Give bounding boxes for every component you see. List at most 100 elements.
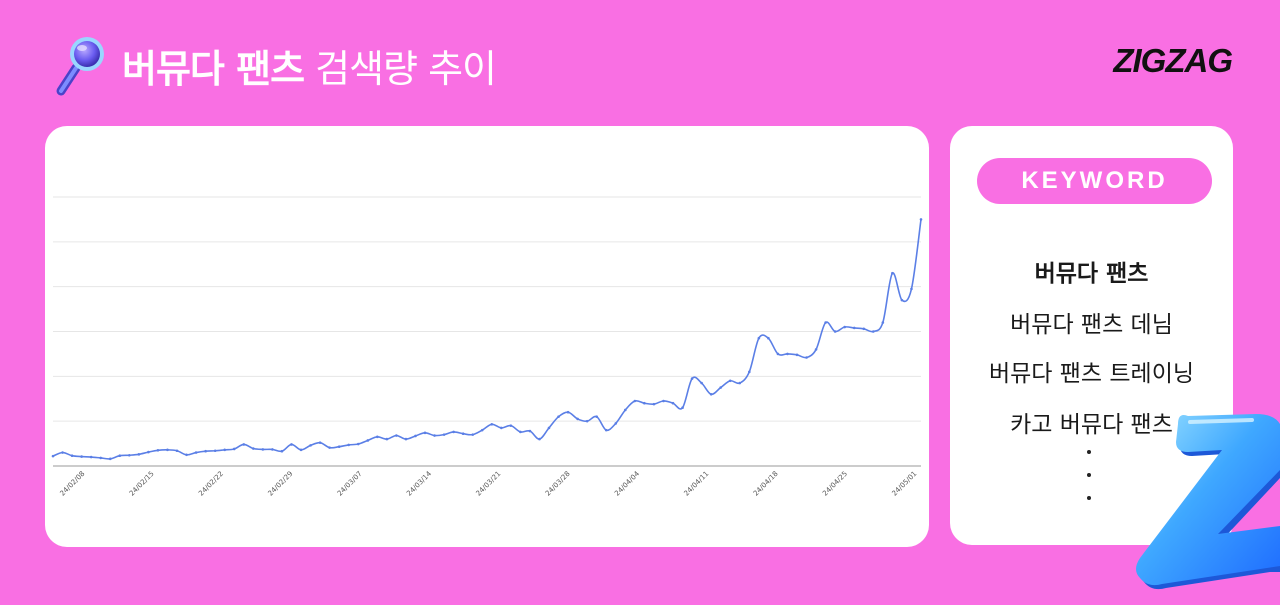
data-point xyxy=(624,408,627,412)
data-point xyxy=(528,429,532,433)
chart-card: 24/02/08 24/02/15 24/02/22 24/02/29 24/03/07… xyxy=(45,126,929,547)
data-point xyxy=(452,430,455,434)
data-point xyxy=(156,449,160,452)
x-tick-label: 24/04/11 xyxy=(683,470,711,498)
data-point xyxy=(891,271,894,275)
data-point xyxy=(872,330,875,333)
x-tick-label: 24/04/04 xyxy=(613,469,641,497)
data-point xyxy=(833,330,837,333)
data-point xyxy=(547,426,551,430)
x-tick-label: 24/02/29 xyxy=(267,470,295,498)
data-point xyxy=(671,401,675,405)
zigzag-logo: ZIGZAG xyxy=(1113,42,1233,79)
data-point xyxy=(242,443,246,446)
data-point xyxy=(61,451,64,454)
data-point xyxy=(414,434,417,438)
data-point xyxy=(795,353,799,357)
data-point xyxy=(299,448,303,452)
x-tick-label: 24/03/14 xyxy=(405,469,433,497)
data-point xyxy=(480,428,484,432)
data-point xyxy=(728,379,732,383)
data-point xyxy=(280,449,284,453)
data-point xyxy=(633,399,637,403)
keyword-item: 버뮤다 팬츠 xyxy=(1034,261,1149,287)
x-tick-label: 24/04/25 xyxy=(821,470,849,498)
keyword-item: 버뮤다 팬츠 데님 xyxy=(1010,312,1173,338)
data-point xyxy=(757,336,761,340)
data-point xyxy=(700,381,703,385)
data-point xyxy=(290,443,293,446)
data-point xyxy=(786,352,789,356)
data-point xyxy=(576,417,579,421)
data-point xyxy=(709,392,713,396)
data-point xyxy=(919,218,923,221)
data-point xyxy=(99,456,102,460)
data-point xyxy=(166,448,169,452)
keyword-panel: KEYWORD 버뮤다 팬츠 버뮤다 팬츠 데님 버뮤다 팬츠 트레이닝 카고 … xyxy=(950,126,1233,545)
data-point xyxy=(719,386,722,389)
data-point xyxy=(538,437,541,441)
data-point xyxy=(881,321,885,324)
data-point xyxy=(843,325,846,329)
data-point xyxy=(271,448,274,451)
data-point xyxy=(748,370,751,374)
data-point xyxy=(185,453,188,457)
ellipsis-dot xyxy=(1087,473,1091,477)
keyword-item: 버뮤다 팬츠 트레이닝 xyxy=(988,361,1195,387)
data-point xyxy=(252,447,255,450)
data-point xyxy=(767,336,770,340)
data-point xyxy=(309,444,312,447)
data-point xyxy=(509,424,513,427)
title-keyword: 버뮤다 팬츠 xyxy=(122,47,305,91)
data-point xyxy=(89,455,93,459)
data-point xyxy=(213,449,217,453)
x-tick-label: 24/03/21 xyxy=(475,470,503,498)
data-point xyxy=(80,455,83,458)
data-point xyxy=(442,433,446,436)
data-point xyxy=(776,352,780,356)
3d-z-letter xyxy=(1136,414,1280,590)
data-point xyxy=(805,356,808,359)
series-line xyxy=(52,219,922,460)
data-point xyxy=(900,298,904,302)
data-point xyxy=(652,402,656,406)
data-point xyxy=(318,441,322,444)
x-tick-label: 24/03/28 xyxy=(544,470,572,498)
data-point xyxy=(223,448,226,452)
search-volume-chart: 24/02/08 24/02/15 24/02/22 24/02/29 24/03/07… xyxy=(51,196,923,498)
magnifier-icon xyxy=(56,37,104,96)
data-point xyxy=(366,439,370,442)
data-point xyxy=(690,377,694,380)
data-point xyxy=(643,401,646,405)
data-point xyxy=(433,434,436,437)
data-point xyxy=(500,426,503,430)
data-point xyxy=(395,434,398,437)
ellipsis-dot xyxy=(1087,496,1091,500)
data-point xyxy=(147,450,150,454)
data-point xyxy=(824,321,827,324)
x-tick-label: 24/04/18 xyxy=(752,470,780,498)
data-point xyxy=(519,430,522,434)
x-tick-label: 24/02/22 xyxy=(197,470,225,498)
page-title: 버뮤다 팬츠 검색량 추이 xyxy=(122,38,497,93)
data-point xyxy=(376,435,379,439)
data-point xyxy=(70,454,74,457)
data-point xyxy=(604,428,608,432)
data-point xyxy=(128,453,131,457)
data-point xyxy=(910,287,913,291)
data-point xyxy=(614,422,618,425)
x-tick-label: 24/02/15 xyxy=(128,470,156,498)
data-point xyxy=(681,406,684,410)
data-point xyxy=(862,327,866,331)
data-point xyxy=(404,437,408,441)
data-point xyxy=(852,326,856,330)
data-point xyxy=(461,432,465,436)
x-tick-label: 24/02/08 xyxy=(59,470,87,498)
data-point xyxy=(662,399,665,403)
ellipsis-dot xyxy=(1087,450,1091,454)
data-point xyxy=(337,445,341,449)
data-point xyxy=(194,451,198,454)
data-point xyxy=(347,443,350,447)
data-point xyxy=(118,454,122,457)
data-point xyxy=(738,381,742,385)
